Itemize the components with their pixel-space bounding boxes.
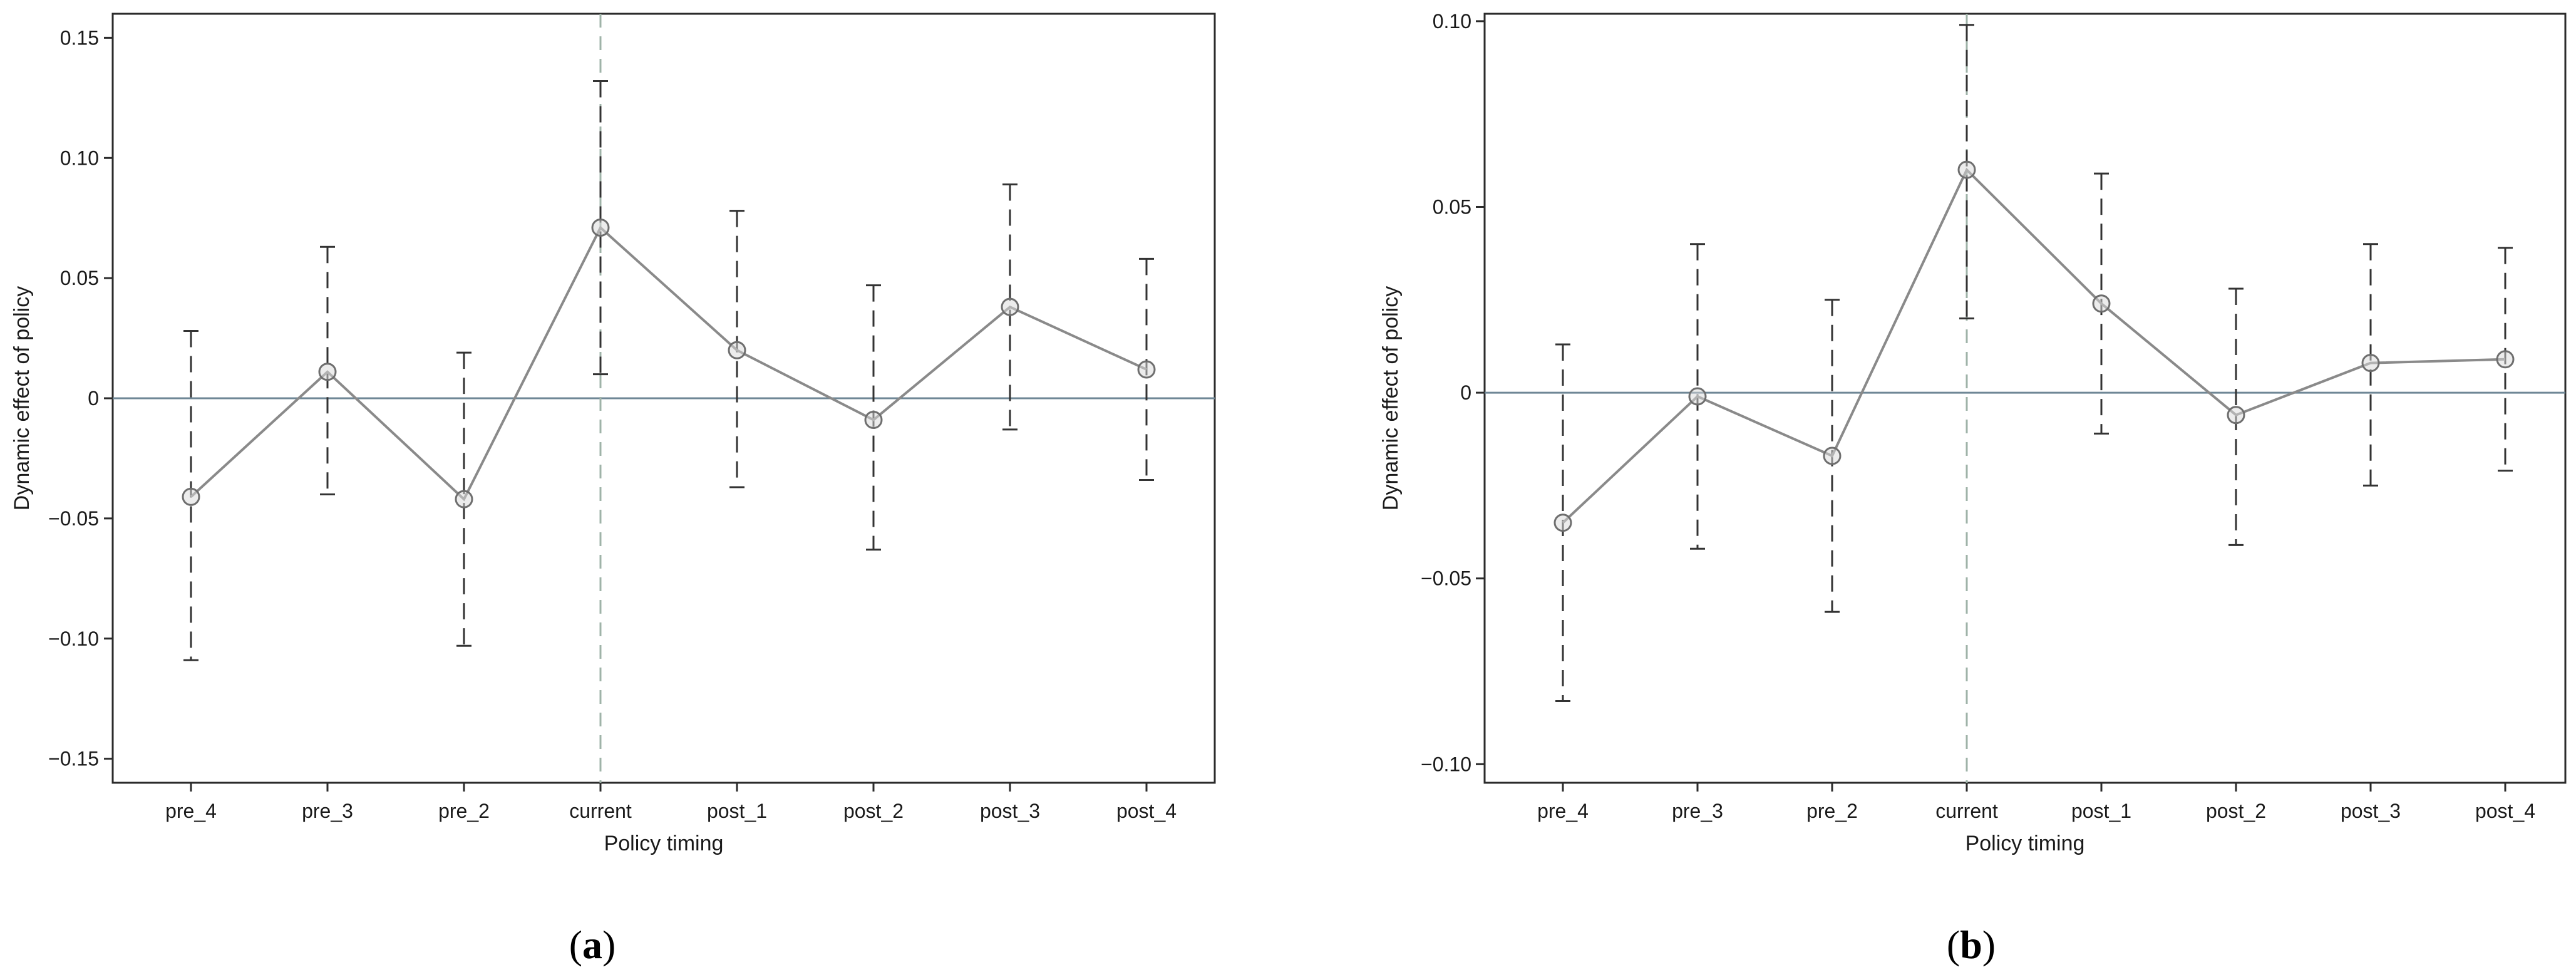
panel-label-a: (a) (569, 922, 616, 967)
data-point-marker (2227, 406, 2245, 425)
series-line (190, 225, 1147, 502)
x-tick-label: post_2 (2206, 800, 2266, 822)
data-point-marker (1688, 387, 1707, 406)
x-tick-label: current (569, 800, 632, 822)
x-axis-title: Policy timing (1965, 832, 2085, 855)
x-tick-label: current (1935, 800, 1998, 822)
y-axis-ticks: −0.15 −0.10 −0.05 0 0.05 0.10 0.15 (48, 26, 113, 770)
x-tick-label: pre_4 (1537, 800, 1589, 822)
y-axis-title: Dynamic effect of policy (10, 286, 34, 510)
x-tick-label: post_3 (980, 800, 1040, 822)
data-point-marker (1137, 360, 1156, 379)
y-tick-label: 0.10 (60, 147, 99, 169)
data-point-marker (2361, 354, 2380, 373)
y-tick-label: −0.05 (1421, 567, 1471, 590)
y-tick-label: 0 (88, 387, 99, 410)
data-point-marker (1823, 446, 1842, 465)
y-tick-label: −0.15 (48, 748, 99, 770)
reference-lines (1485, 14, 2565, 783)
point-markers (1553, 160, 2515, 532)
point-markers (182, 219, 1156, 508)
panel-label-letter: b (1960, 922, 1982, 967)
data-point-marker (1001, 297, 1019, 316)
data-point-marker (2092, 294, 2111, 313)
y-tick-label: 0.05 (1433, 195, 1471, 218)
x-axis-ticks: pre_4 pre_3 pre_2 current post_1 post_2 post_3… (165, 783, 1177, 822)
data-point-marker (318, 363, 337, 381)
series-line-group (190, 225, 1147, 502)
data-point-marker (591, 219, 610, 237)
x-axis-title: Policy timing (604, 832, 724, 855)
series-line (1562, 167, 2506, 524)
y-tick-label: −0.10 (1421, 753, 1471, 775)
panel-label-b: (b) (1947, 922, 1996, 967)
data-point-marker (455, 490, 473, 508)
x-tick-label: post_1 (2071, 800, 2131, 822)
data-point-marker (1957, 160, 1976, 179)
x-axis-ticks: pre_4 pre_3 pre_2 current post_1 post_2 post_3… (1537, 783, 2535, 822)
reference-lines (113, 14, 1215, 783)
x-tick-label: pre_4 (165, 800, 217, 822)
x-tick-label: pre_3 (302, 800, 353, 822)
x-tick-label: post_4 (2475, 800, 2535, 822)
x-tick-label: post_1 (707, 800, 767, 822)
data-point-marker (2496, 350, 2515, 369)
data-point-marker (182, 487, 200, 506)
y-axis-ticks: −0.10 −0.05 0 0.05 0.10 (1421, 10, 1485, 775)
data-point-marker (1553, 513, 1572, 532)
y-tick-label: −0.05 (48, 507, 99, 530)
x-tick-label: pre_2 (438, 800, 490, 822)
y-tick-label: −0.10 (48, 627, 99, 650)
chart-panel-b: −0.10 −0.05 0 0.05 0.10 pre_4 pre_3 pre_2 curre… (1379, 10, 2567, 967)
panel-label-letter: a (582, 922, 602, 967)
y-tick-label: 0.10 (1433, 10, 1471, 33)
x-tick-label: pre_2 (1806, 800, 1858, 822)
plot-area-frame (1483, 13, 2567, 784)
y-axis-title: Dynamic effect of policy (1379, 286, 1403, 510)
series-line-group (1562, 167, 2506, 524)
x-tick-label: post_4 (1116, 800, 1177, 822)
y-tick-label: 0 (1460, 381, 1471, 404)
x-tick-label: post_3 (2341, 800, 2401, 822)
data-point-marker (728, 341, 746, 359)
y-tick-label: 0.15 (60, 26, 99, 49)
x-tick-label: post_2 (843, 800, 904, 822)
data-point-marker (864, 411, 883, 430)
x-tick-label: pre_3 (1672, 800, 1723, 822)
y-tick-label: 0.05 (60, 267, 99, 289)
